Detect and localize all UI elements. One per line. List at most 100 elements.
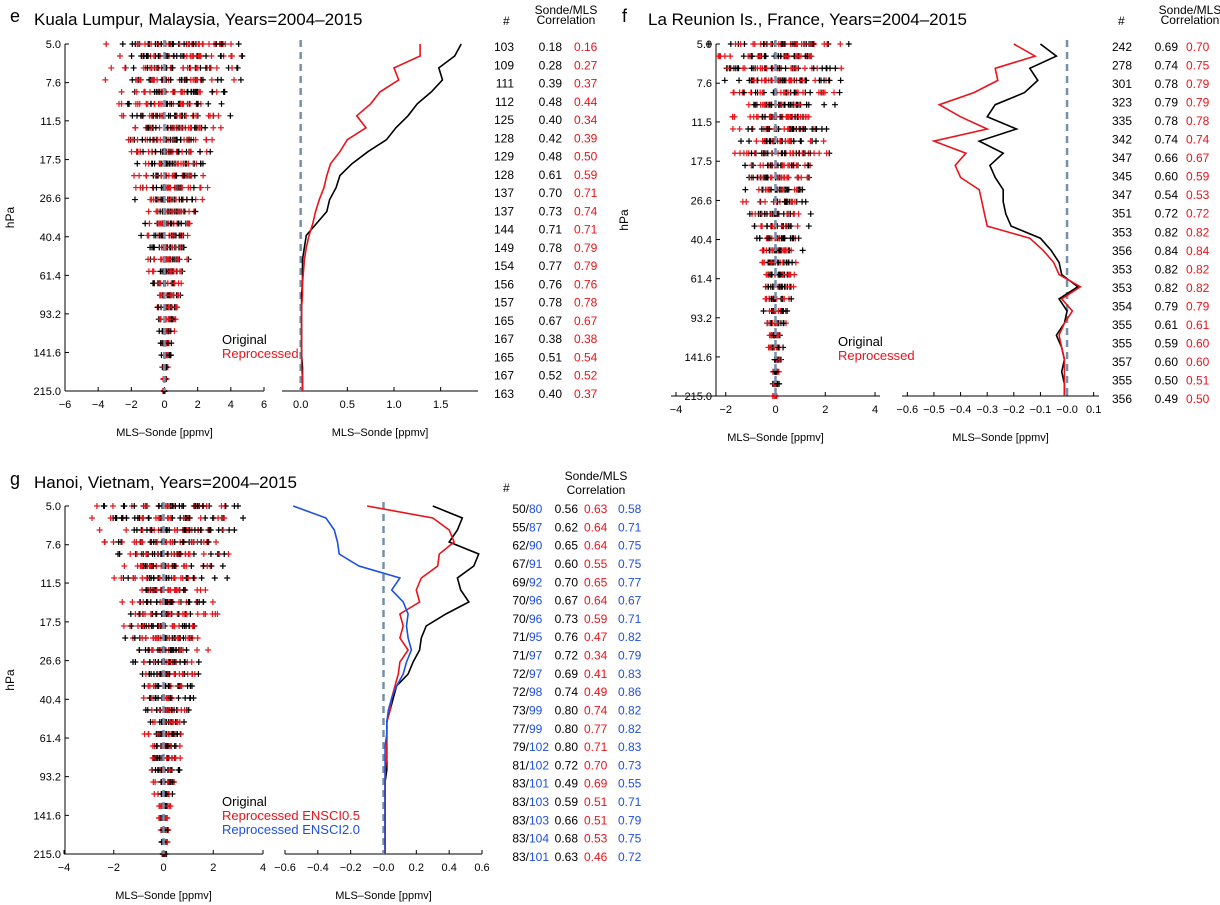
- scatter-point: [127, 611, 134, 617]
- scatter-point: [215, 112, 222, 119]
- scatter-point: [145, 256, 152, 263]
- scatter-point: [153, 611, 160, 617]
- scatter-point: [167, 539, 174, 545]
- row-corr-reprocessed: 0.50: [574, 150, 598, 164]
- table-row: 79/102 0.80 0.71 0.83: [512, 740, 641, 754]
- row-corr-reprocessed: 0.71: [584, 740, 608, 754]
- scatter-point: [737, 150, 744, 157]
- scatter-point: [788, 77, 795, 84]
- scatter-point: [838, 65, 845, 72]
- y-axis-label: hPa: [617, 209, 631, 231]
- scatter-point: [170, 41, 177, 47]
- scatter-point: [798, 138, 805, 145]
- scatter-point: [191, 527, 198, 533]
- scatter-point: [154, 304, 161, 311]
- scatter-point: [757, 223, 764, 230]
- scatter-point: [186, 208, 193, 215]
- row-count-a: 62/: [512, 539, 529, 553]
- scatter-point: [183, 611, 190, 617]
- scatter-point: [156, 707, 163, 713]
- profile-x-tick-label: −0.3: [976, 404, 998, 416]
- profile-x-tick-label: −0.6: [274, 862, 296, 874]
- row-count: 154: [494, 259, 514, 273]
- scatter-point: [183, 647, 190, 653]
- row-count-b: 99: [529, 703, 543, 717]
- row-corr-reprocessed: 0.79: [1186, 96, 1210, 110]
- scatter-point: [208, 563, 215, 569]
- row-count-a: 67/: [512, 557, 529, 571]
- scatter-point: [193, 112, 200, 119]
- row-count-a: 69/: [512, 575, 529, 589]
- scatter-point: [195, 100, 202, 107]
- table-row: 50/80 0.56 0.63 0.58: [512, 502, 641, 516]
- scatter-point: [148, 671, 155, 677]
- scatter-point: [200, 172, 207, 179]
- table-row: 278 0.74 0.75: [1112, 59, 1210, 73]
- table-row: 355 0.59 0.60: [1112, 336, 1210, 350]
- scatter-point: [784, 125, 791, 132]
- scatter-point: [169, 64, 176, 71]
- y-tick-label: 93.2: [40, 772, 61, 784]
- scatter-point: [795, 113, 802, 120]
- scatter-point: [795, 210, 802, 217]
- scatter-point: [138, 232, 145, 239]
- row-count: 355: [1112, 336, 1132, 350]
- table-row: 55/87 0.62 0.64 0.71: [512, 520, 641, 534]
- scatter-point: [129, 136, 136, 143]
- scatter-point: [135, 623, 142, 629]
- scatter-point: [802, 53, 809, 60]
- table-row: 67/91 0.60 0.55 0.75: [512, 557, 641, 571]
- scatter-point: [757, 53, 764, 60]
- row-corr-original: 0.78: [539, 241, 563, 255]
- row-corr-reprocessed: 0.27: [574, 58, 598, 72]
- row-corr-reprocessed: 0.51: [584, 813, 608, 827]
- scatter-point: [737, 41, 744, 47]
- row-corr-reprocessed: 0.34: [574, 113, 598, 127]
- scatter-point: [195, 41, 202, 47]
- scatter-point: [155, 88, 162, 95]
- table-row: 345 0.60 0.59: [1112, 170, 1210, 184]
- scatter-point: [750, 41, 757, 47]
- scatter-point: [768, 101, 775, 108]
- scatter-point: [186, 172, 193, 179]
- scatter-point: [760, 308, 767, 315]
- scatter-point: [774, 380, 781, 387]
- scatter-point: [155, 695, 162, 701]
- scatter-point: [796, 101, 803, 108]
- scatter-point: [175, 148, 182, 155]
- table-row: 129 0.48 0.50: [494, 150, 598, 164]
- scatter-point: [173, 647, 180, 653]
- row-count-a: 71/: [512, 630, 529, 644]
- row-count: 165: [494, 314, 514, 328]
- scatter-point: [200, 503, 207, 509]
- scatter-point: [177, 100, 184, 107]
- scatter-point: [109, 503, 116, 509]
- scatter-point: [180, 503, 187, 509]
- row-count-b: 90: [529, 539, 543, 553]
- scatter-point: [129, 76, 136, 83]
- scatter-point: [175, 695, 182, 701]
- table-row: 83/101 0.63 0.46 0.72: [512, 850, 641, 864]
- row-corr-reprocessed: 0.65: [584, 575, 608, 589]
- scatter-point: [144, 503, 151, 509]
- table-row: 111 0.39 0.37: [496, 77, 598, 91]
- scatter-point: [207, 64, 214, 71]
- scatter-x-tick-label: −2: [719, 404, 732, 416]
- row-corr-original: 0.28: [539, 58, 563, 72]
- row-count: 323: [1112, 96, 1132, 110]
- scatter-point: [204, 539, 211, 545]
- scatter-point: [830, 89, 837, 96]
- row-corr-original: 0.52: [539, 369, 563, 383]
- scatter-point: [753, 138, 760, 145]
- row-corr-original: 0.78: [1155, 114, 1179, 128]
- row-count: 347: [1112, 188, 1132, 202]
- row-count-b: 96: [529, 594, 543, 608]
- row-count-b: 97: [529, 649, 543, 663]
- scatter-point: [202, 587, 209, 593]
- scatter-point: [168, 148, 175, 155]
- table-row: 167 0.52 0.52: [494, 369, 598, 383]
- row-count: 129: [494, 150, 514, 164]
- scatter-point: [200, 563, 207, 569]
- scatter-point: [807, 210, 814, 217]
- scatter-point: [194, 647, 201, 653]
